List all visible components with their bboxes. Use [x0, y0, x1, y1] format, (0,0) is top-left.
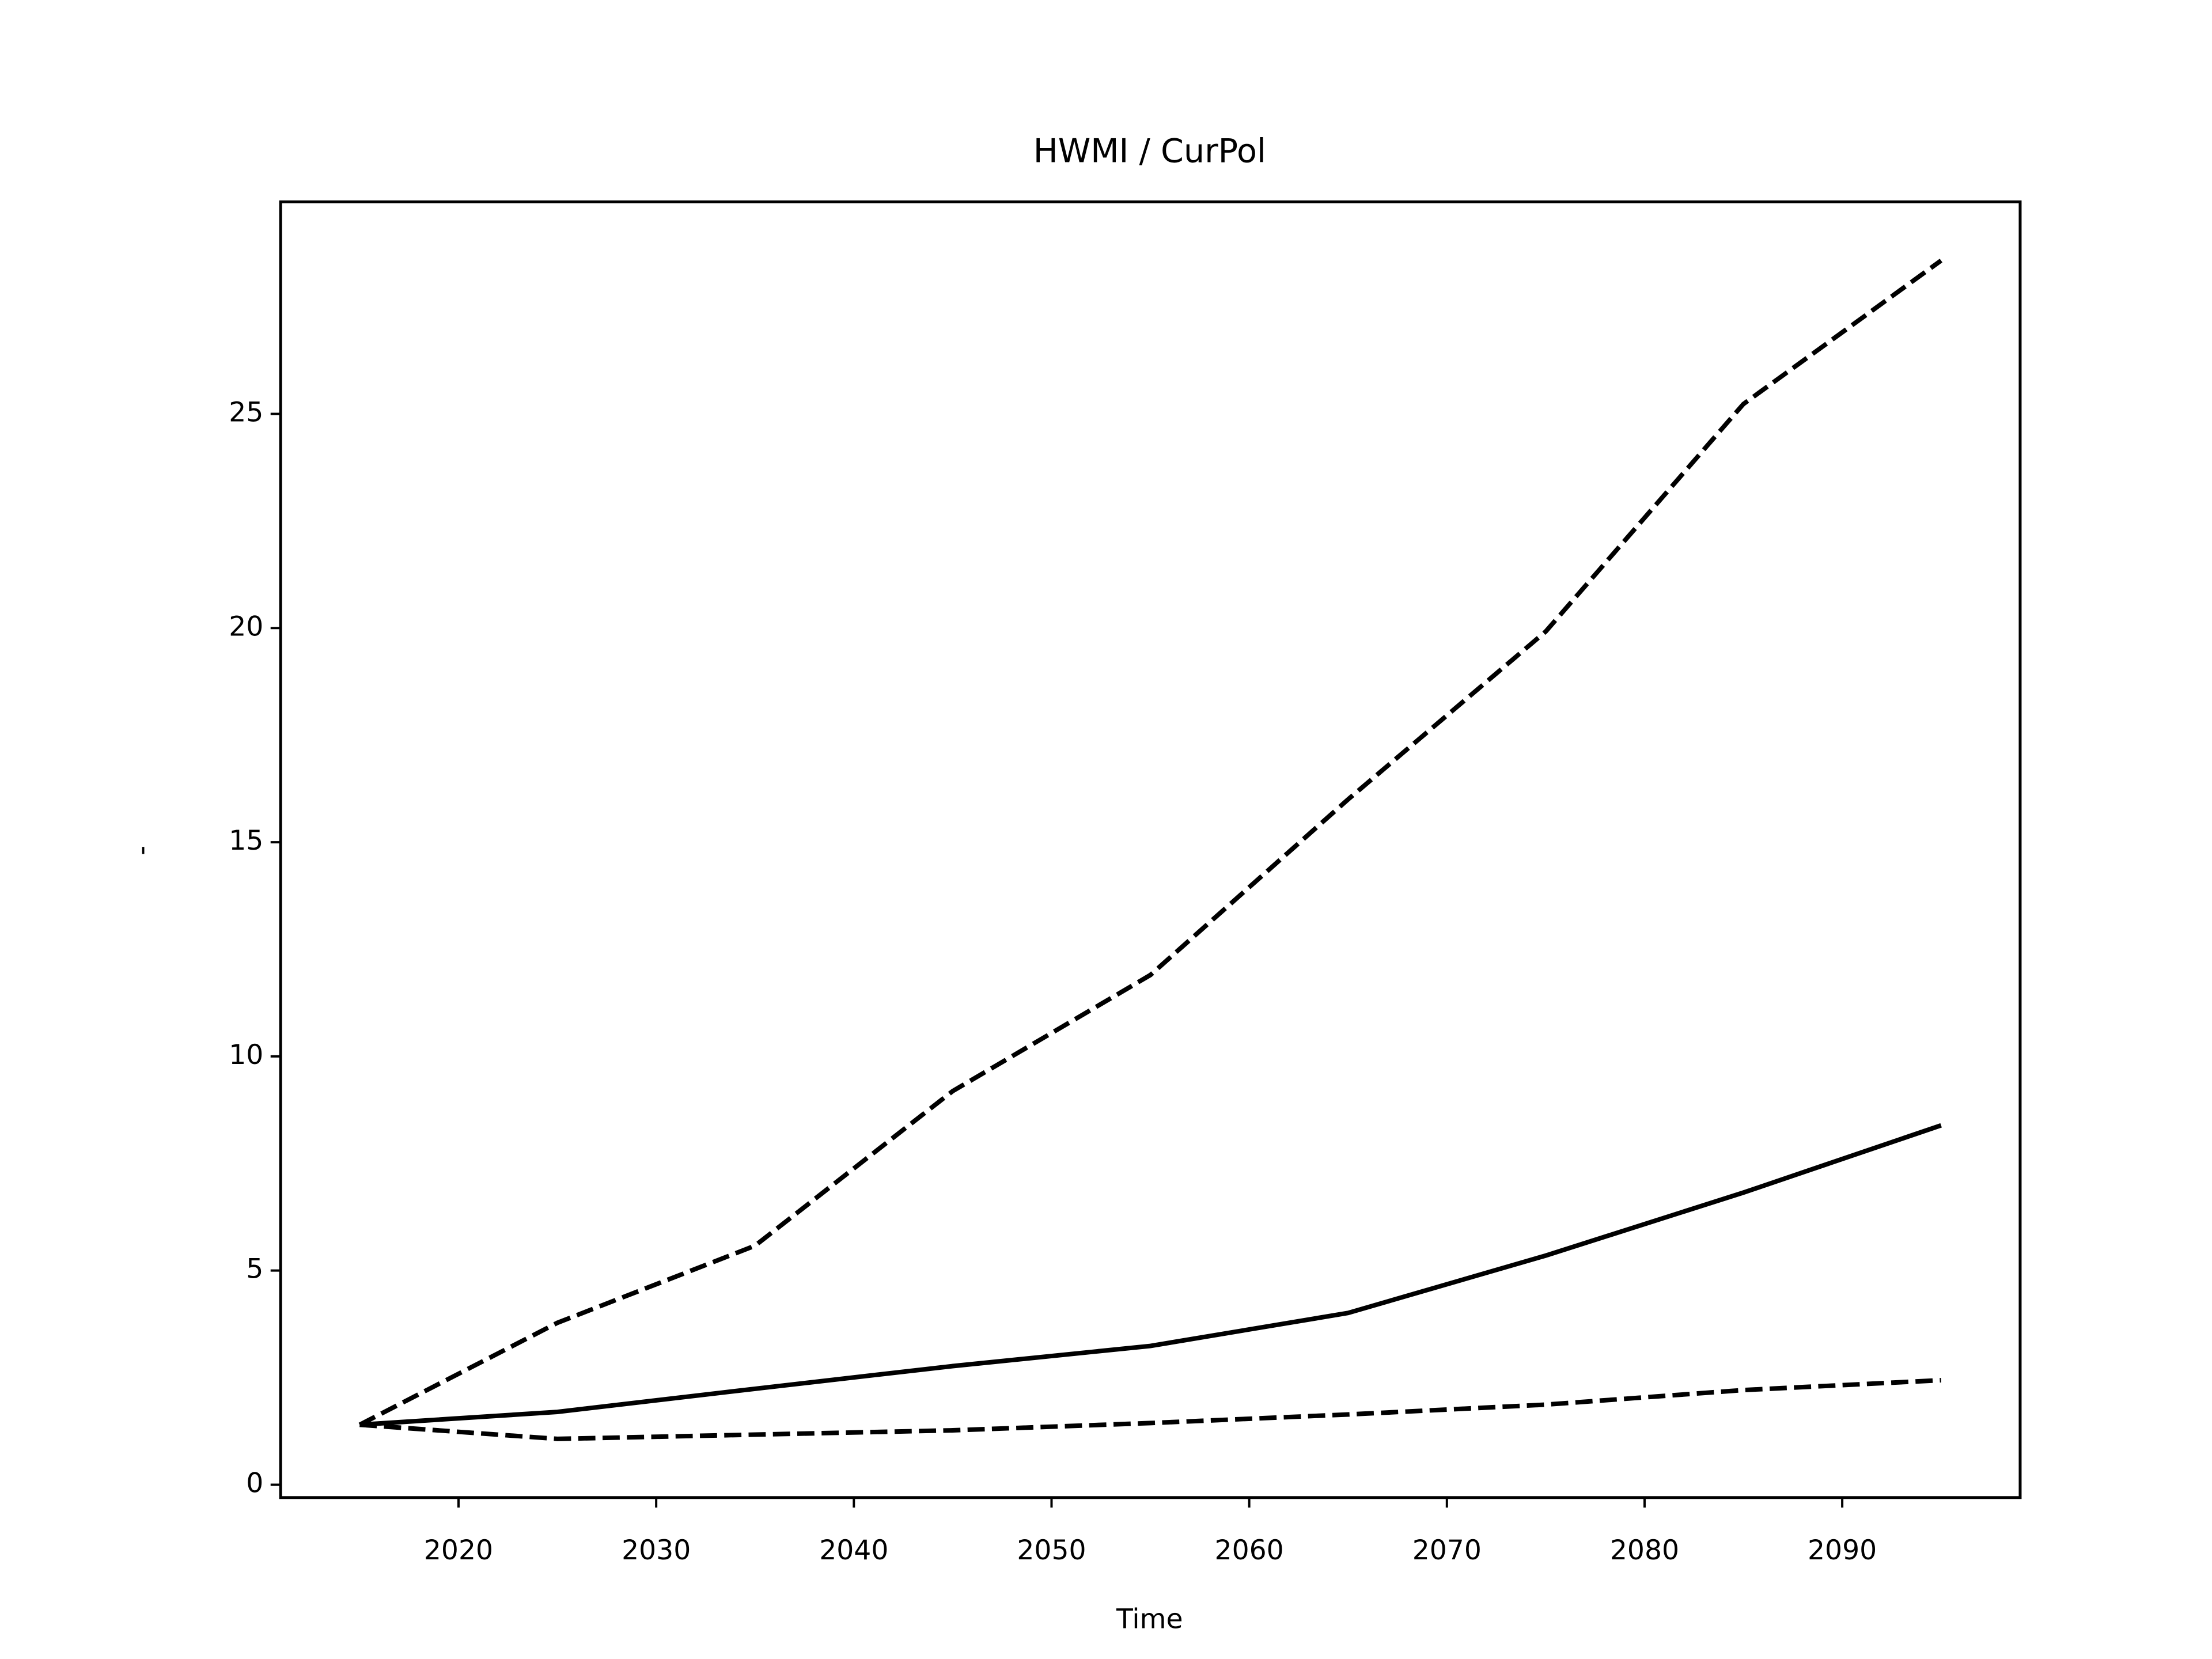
line-series — [359, 1123, 1942, 1427]
y-tick-label: 5 — [246, 1253, 263, 1285]
plot-frame — [279, 200, 2022, 1499]
x-tick-label: 2020 — [424, 1535, 493, 1566]
x-axis-label: Time — [1116, 1604, 1183, 1635]
x-tick-label: 2060 — [1215, 1535, 1284, 1566]
x-tick-label: 2080 — [1610, 1535, 1679, 1566]
y-tick-label: 20 — [229, 611, 263, 642]
y-tick-label: 0 — [246, 1467, 263, 1499]
x-tick-label: 2040 — [819, 1535, 888, 1566]
line-series — [358, 259, 1943, 1427]
line-series — [359, 1378, 1941, 1441]
x-tick-label: 2030 — [622, 1535, 691, 1566]
x-tick-label: 2050 — [1017, 1535, 1086, 1566]
x-tick-label: 2070 — [1412, 1535, 1482, 1566]
y-tick-label: 25 — [229, 397, 263, 429]
y-axis-label: - — [126, 846, 158, 855]
y-tick-label: 15 — [229, 825, 263, 857]
y-tick-label: 10 — [229, 1039, 263, 1071]
chart-title: HWMI / CurPol — [1033, 132, 1266, 171]
x-tick-label: 2090 — [1808, 1535, 1877, 1566]
